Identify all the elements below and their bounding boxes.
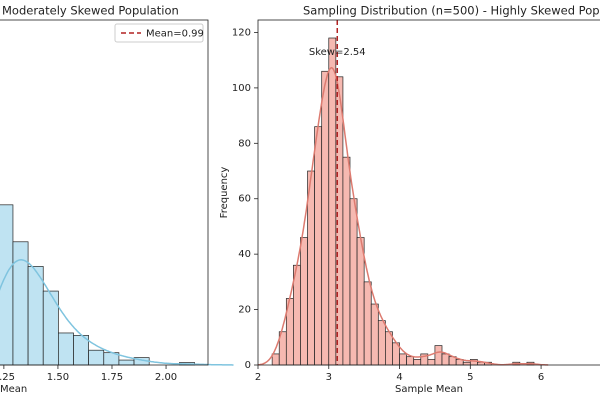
x-tick-label: 2	[255, 372, 261, 383]
y-tick-label: 20	[238, 305, 251, 316]
bar	[118, 359, 135, 366]
kde-curve	[0, 259, 234, 366]
bar	[58, 332, 74, 366]
y-tick-label: 60	[238, 194, 251, 205]
y-axis-label: Frequency	[219, 167, 230, 219]
bar	[413, 359, 422, 366]
bar	[342, 156, 351, 366]
chart-title: Moderately Skewed Population	[2, 4, 179, 18]
bar	[300, 237, 308, 366]
x-tick-label: 6	[538, 372, 544, 383]
bar	[88, 349, 105, 366]
x-tick-label: 5	[467, 372, 473, 383]
y-tick-label: 40	[238, 249, 251, 260]
y-tick-label: 0	[245, 360, 251, 371]
bar	[399, 353, 407, 366]
y-tick-label: 120	[232, 27, 251, 38]
axes-frame	[0, 19, 209, 366]
chart-title: Sampling Distribution (n=500) - Highly S…	[303, 4, 600, 18]
annotation: Skew=2.54	[309, 47, 366, 58]
bar	[356, 237, 365, 366]
bar	[370, 303, 379, 366]
y-tick-label: 100	[232, 83, 251, 94]
bar	[363, 281, 372, 366]
bar	[321, 70, 330, 366]
x-tick-label: 4	[396, 372, 402, 383]
x-axis-label: Sample Mean	[395, 384, 463, 395]
bar	[441, 353, 450, 366]
legend-label: Mean=0.99	[146, 29, 204, 40]
legend-box	[114, 23, 204, 43]
bar	[307, 170, 315, 366]
bar	[434, 345, 443, 366]
bar	[377, 320, 386, 366]
x-tick-label: 3	[326, 372, 332, 383]
x-axis-label: Mean	[0, 384, 27, 395]
bar	[328, 37, 337, 366]
bar	[349, 198, 358, 366]
x-tick-label: 2.00	[155, 372, 177, 383]
x-tick-label: 1.75	[101, 372, 123, 383]
bar	[27, 266, 44, 366]
bar	[462, 361, 471, 366]
axes-frame	[257, 19, 600, 366]
x-tick-label: 1.50	[47, 372, 69, 383]
bar	[314, 126, 323, 366]
bar	[427, 359, 436, 366]
bar	[271, 353, 280, 366]
x-tick-label: 1.25	[0, 372, 15, 383]
bar	[406, 356, 415, 366]
y-tick-label: 80	[238, 138, 251, 149]
